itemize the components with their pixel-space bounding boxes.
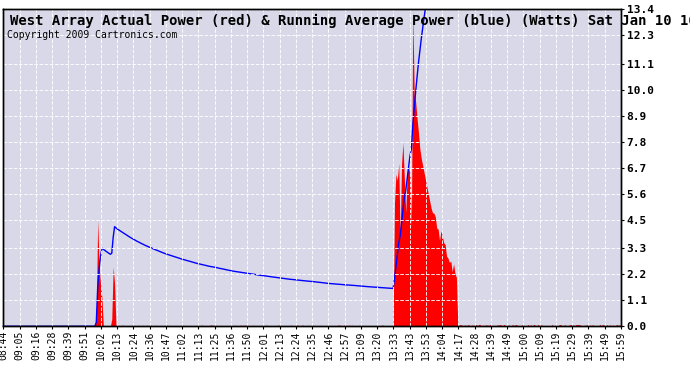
Text: West Array Actual Power (red) & Running Average Power (blue) (Watts) Sat Jan 10 : West Array Actual Power (red) & Running …	[10, 14, 690, 28]
Text: Copyright 2009 Cartronics.com: Copyright 2009 Cartronics.com	[6, 30, 177, 40]
